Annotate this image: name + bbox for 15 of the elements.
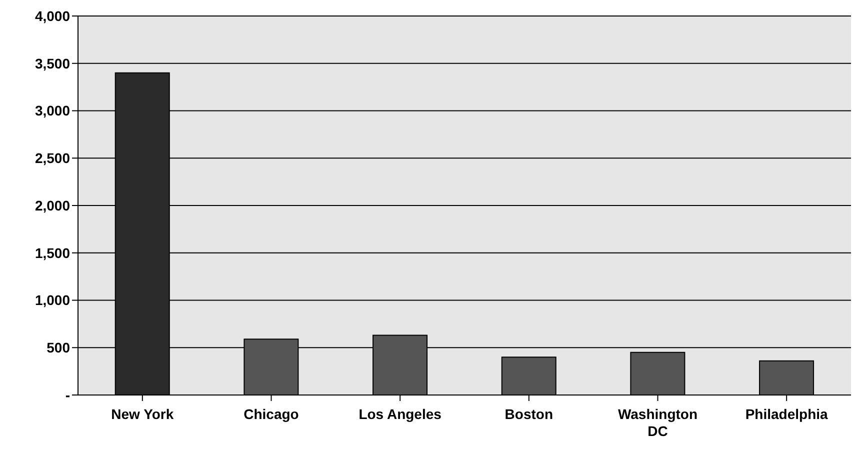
x-tick-label: New York [111, 406, 174, 422]
y-tick-label: 2,500 [34, 150, 70, 166]
x-tick-label: Los Angeles [358, 406, 442, 422]
y-tick-label: 1,500 [34, 244, 70, 261]
y-tick-label: 500 [46, 340, 70, 356]
y-tick-label: - [65, 386, 70, 403]
x-tick-label: Washington DC [618, 406, 698, 439]
y-tick-label: 4,000 [34, 8, 70, 24]
x-tick-label: Boston [504, 406, 554, 422]
x-tick-label: Philadelphia [745, 406, 828, 422]
x-tick-label: Chicago [244, 406, 299, 422]
y-tick-label: 2,000 [34, 197, 70, 214]
y-tick-label: 3,500 [34, 55, 70, 72]
y-tick-label: 3,000 [34, 102, 70, 119]
y-tick-label: 1,000 [34, 292, 70, 308]
